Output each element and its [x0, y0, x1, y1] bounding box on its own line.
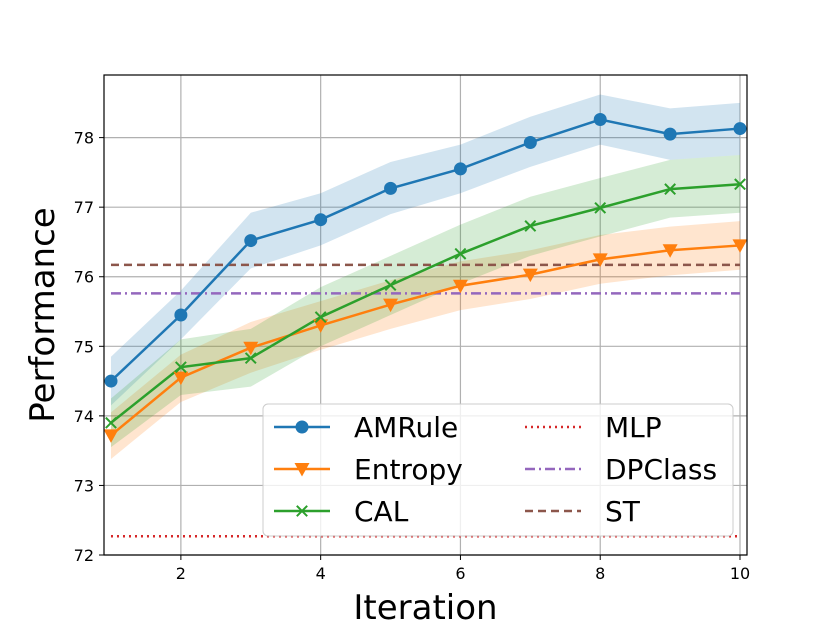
- y-tick-label: 77: [74, 198, 94, 217]
- legend-marker-amrule: [295, 420, 309, 434]
- legend-label-dpclass: DPClass: [605, 453, 717, 486]
- point-cal: [174, 361, 187, 374]
- y-tick-label: 75: [74, 337, 94, 356]
- y-tick-label: 78: [74, 129, 94, 148]
- legend-label-st: ST: [605, 495, 641, 528]
- x-tick-label: 2: [176, 564, 186, 583]
- point-entropy: [383, 298, 399, 313]
- point-cal: [314, 311, 327, 323]
- point-amrule: [523, 135, 537, 149]
- point-cal: [384, 279, 397, 291]
- series-markers: [103, 113, 748, 443]
- point-cal: [244, 352, 257, 365]
- point-amrule: [663, 127, 677, 141]
- baseline-lines: [110, 263, 741, 538]
- point-amrule: [733, 122, 747, 136]
- x-axis-ticks: 2 4 6 8 10: [176, 555, 750, 583]
- point-cal: [524, 220, 537, 232]
- point-cal: [454, 247, 467, 260]
- point-amrule: [174, 308, 188, 322]
- y-tick-label: 73: [74, 476, 94, 495]
- confidence-bands: [110, 94, 741, 459]
- legend-label-entropy: Entropy: [354, 453, 463, 486]
- legend-marker-cal: [296, 505, 308, 517]
- point-entropy: [103, 429, 119, 443]
- point-entropy: [592, 253, 608, 267]
- x-tick-label: 10: [730, 564, 750, 583]
- point-entropy: [452, 279, 468, 294]
- point-cal: [734, 178, 746, 191]
- grid: [104, 75, 747, 556]
- point-amrule: [384, 181, 398, 195]
- x-tick-label: 8: [595, 564, 605, 583]
- point-cal: [664, 183, 677, 195]
- band-cal: [110, 155, 741, 448]
- point-cal: [105, 416, 117, 429]
- y-axis-ticks: 72 73 74 75 76 77 78: [74, 129, 104, 565]
- point-amrule: [244, 234, 258, 248]
- legend: AMRule Entropy CAL MLP DPClass ST: [262, 403, 734, 537]
- legend-label-mlp: MLP: [605, 411, 662, 444]
- legend-label-cal: CAL: [354, 495, 409, 528]
- series-lines: [110, 118, 741, 437]
- point-amrule: [104, 374, 118, 388]
- point-entropy: [173, 371, 189, 386]
- y-tick-label: 74: [74, 407, 94, 426]
- band-amrule: [110, 94, 741, 406]
- band-entropy: [110, 221, 741, 459]
- y-tick-label: 72: [74, 546, 94, 565]
- point-amrule: [593, 113, 607, 127]
- x-axis-label: Iteration: [353, 588, 497, 623]
- point-amrule: [453, 162, 467, 176]
- y-tick-label: 76: [74, 268, 94, 287]
- point-entropy: [732, 239, 748, 253]
- point-cal: [594, 201, 607, 214]
- y-axis-label: Performance: [23, 207, 63, 422]
- point-entropy: [662, 244, 678, 258]
- point-entropy: [243, 341, 259, 356]
- point-entropy: [313, 319, 329, 333]
- plot-frame: [103, 74, 748, 556]
- line-cal: [110, 182, 741, 424]
- x-tick-label: 4: [316, 564, 326, 583]
- point-entropy: [522, 268, 538, 283]
- legend-box: [262, 403, 734, 537]
- legend-marker-entropy: [294, 463, 310, 477]
- x-tick-label: 6: [455, 564, 465, 583]
- legend-label-amrule: AMRule: [354, 411, 458, 444]
- line-amrule: [110, 118, 741, 382]
- point-amrule: [314, 213, 328, 227]
